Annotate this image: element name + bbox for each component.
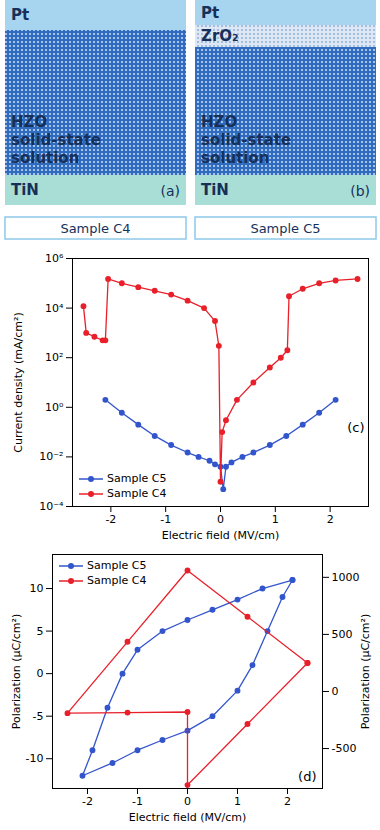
svg-text:Electric field (MV/cm): Electric field (MV/cm) <box>129 811 247 824</box>
svg-text:-2: -2 <box>82 795 93 808</box>
svg-text:-500: -500 <box>332 742 357 755</box>
svg-text:0: 0 <box>217 513 224 526</box>
svg-text:solution: solution <box>201 149 269 167</box>
svg-text:1000: 1000 <box>332 571 360 584</box>
svg-text:1: 1 <box>234 795 241 808</box>
svg-text:solid-state: solid-state <box>11 131 101 149</box>
svg-text:10⁻²: 10⁻² <box>39 450 63 463</box>
svg-text:-1: -1 <box>160 513 171 526</box>
svg-text:-10: -10 <box>26 752 44 765</box>
svg-text:HZO: HZO <box>201 113 237 131</box>
svg-text:2: 2 <box>327 513 334 526</box>
svg-text:5: 5 <box>37 625 44 638</box>
svg-text:10⁴: 10⁴ <box>45 302 64 315</box>
svg-text:Polarization (µC/cm²): Polarization (µC/cm²) <box>359 614 372 730</box>
svg-text:Sample C5: Sample C5 <box>250 221 320 236</box>
svg-text:HZO: HZO <box>11 113 47 131</box>
svg-text:(d): (d) <box>298 769 316 784</box>
html-text:Sample C4: Sample C4 <box>107 487 167 500</box>
svg-text:0: 0 <box>184 795 191 808</box>
svg-text:Electric field (MV/cm): Electric field (MV/cm) <box>162 529 280 542</box>
svg-text:TiN: TiN <box>11 181 39 199</box>
svg-text:solution: solution <box>11 149 79 167</box>
svg-text:(c): (c) <box>347 420 364 435</box>
svg-text:Pt: Pt <box>201 4 219 22</box>
svg-text:-2: -2 <box>105 513 116 526</box>
svg-text:0: 0 <box>37 667 44 680</box>
html-text:Sample C5: Sample C5 <box>87 559 147 572</box>
svg-text:Current density (mA/cm²): Current density (mA/cm²) <box>12 312 25 452</box>
svg-text:2: 2 <box>284 795 291 808</box>
svg-text:Pt: Pt <box>11 6 29 24</box>
html-text:Sample C4: Sample C4 <box>87 574 147 587</box>
svg-text:Polarization (µC/cm²): Polarization (µC/cm²) <box>10 614 23 730</box>
svg-text:TiN: TiN <box>201 181 229 199</box>
svg-text:Sample C4: Sample C4 <box>60 221 130 236</box>
svg-text:10: 10 <box>30 582 44 595</box>
svg-text:-1: -1 <box>132 795 143 808</box>
svg-text:(a): (a) <box>160 183 180 199</box>
html-text:Sample C5: Sample C5 <box>107 472 167 485</box>
svg-text:1: 1 <box>272 513 279 526</box>
svg-text:(b): (b) <box>350 183 370 199</box>
svg-text:ZrO₂: ZrO₂ <box>201 27 239 45</box>
svg-text:10²: 10² <box>45 351 63 364</box>
svg-text:0: 0 <box>332 685 339 698</box>
svg-text:10⁻⁴: 10⁻⁴ <box>39 500 64 513</box>
svg-text:10⁰: 10⁰ <box>45 401 64 414</box>
svg-text:500: 500 <box>332 628 353 641</box>
svg-text:-5: -5 <box>33 710 44 723</box>
svg-text:10⁶: 10⁶ <box>45 252 64 265</box>
svg-text:solid-state: solid-state <box>201 131 291 149</box>
